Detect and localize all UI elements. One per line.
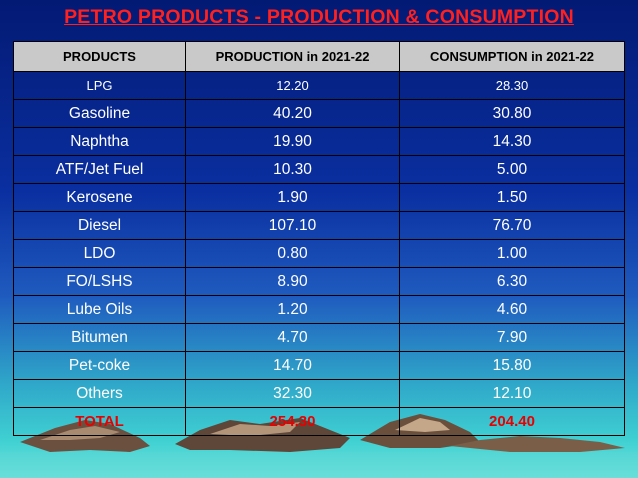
product-cell: LDO: [13, 239, 186, 268]
table-row: Lube Oils 1.20 4.60: [13, 295, 625, 324]
product-cell: Bitumen: [13, 323, 186, 352]
total-row: TOTAL 254.30 204.40: [13, 407, 625, 436]
consumption-cell: 76.70: [399, 211, 625, 240]
production-cell: 1.90: [185, 183, 400, 212]
production-cell: 8.90: [185, 267, 400, 296]
consumption-cell: 30.80: [399, 99, 625, 128]
product-cell: Others: [13, 379, 186, 408]
total-label: TOTAL: [13, 407, 186, 436]
consumption-cell: 14.30: [399, 127, 625, 156]
table-row: Kerosene 1.90 1.50: [13, 183, 625, 212]
production-cell: 4.70: [185, 323, 400, 352]
total-production: 254.30: [185, 407, 400, 436]
production-cell: 107.10: [185, 211, 400, 240]
table-row: Pet-coke 14.70 15.80: [13, 351, 625, 380]
consumption-cell: 4.60: [399, 295, 625, 324]
consumption-cell: 28.30: [399, 71, 625, 100]
product-cell: Pet-coke: [13, 351, 186, 380]
table-row: Gasoline 40.20 30.80: [13, 99, 625, 128]
table-header-row: PRODUCTS PRODUCTION in 2021-22 CONSUMPTI…: [13, 41, 625, 72]
production-cell: 32.30: [185, 379, 400, 408]
product-cell: ATF/Jet Fuel: [13, 155, 186, 184]
production-cell: 19.90: [185, 127, 400, 156]
table-row: FO/LSHS 8.90 6.30: [13, 267, 625, 296]
slide-title: PETRO PRODUCTS - PRODUCTION & CONSUMPTIO…: [64, 6, 574, 28]
consumption-cell: 5.00: [399, 155, 625, 184]
consumption-cell: 6.30: [399, 267, 625, 296]
header-production: PRODUCTION in 2021-22: [185, 41, 400, 72]
table-row: Others 32.30 12.10: [13, 379, 625, 408]
product-cell: Diesel: [13, 211, 186, 240]
production-cell: 1.20: [185, 295, 400, 324]
consumption-cell: 1.00: [399, 239, 625, 268]
production-cell: 40.20: [185, 99, 400, 128]
product-cell: Gasoline: [13, 99, 186, 128]
product-cell: Kerosene: [13, 183, 186, 212]
total-consumption: 204.40: [399, 407, 625, 436]
table-row: Diesel 107.10 76.70: [13, 211, 625, 240]
product-cell: FO/LSHS: [13, 267, 186, 296]
production-cell: 14.70: [185, 351, 400, 380]
consumption-cell: 7.90: [399, 323, 625, 352]
consumption-cell: 12.10: [399, 379, 625, 408]
table-row: Naphtha 19.90 14.30: [13, 127, 625, 156]
consumption-cell: 1.50: [399, 183, 625, 212]
production-cell: 0.80: [185, 239, 400, 268]
table-row: Bitumen 4.70 7.90: [13, 323, 625, 352]
petro-products-table: PRODUCTS PRODUCTION in 2021-22 CONSUMPTI…: [13, 41, 625, 436]
product-cell: Lube Oils: [13, 295, 186, 324]
production-cell: 10.30: [185, 155, 400, 184]
header-products: PRODUCTS: [13, 41, 186, 72]
table-row: LDO 0.80 1.00: [13, 239, 625, 268]
table-row: ATF/Jet Fuel 10.30 5.00: [13, 155, 625, 184]
consumption-cell: 15.80: [399, 351, 625, 380]
production-cell: 12.20: [185, 71, 400, 100]
header-consumption: CONSUMPTION in 2021-22: [399, 41, 625, 72]
product-cell: LPG: [13, 71, 186, 100]
table-row: LPG 12.20 28.30: [13, 71, 625, 100]
product-cell: Naphtha: [13, 127, 186, 156]
